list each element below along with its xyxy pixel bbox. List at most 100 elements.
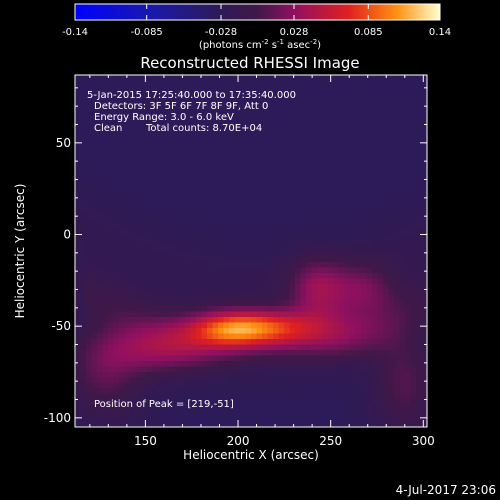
heatmap-cell — [388, 245, 395, 252]
heatmap-cell — [135, 207, 142, 213]
heatmap-cell — [196, 311, 202, 318]
heatmap-cell — [229, 289, 235, 296]
heatmap-cell — [229, 86, 235, 92]
heatmap-cell — [306, 91, 312, 98]
heatmap-cell — [421, 311, 428, 318]
heatmap-cell — [212, 207, 219, 213]
heatmap-cell — [405, 399, 411, 406]
heatmap-cell — [86, 333, 92, 340]
heatmap-cell — [245, 157, 252, 164]
heatmap-cell — [339, 278, 345, 285]
heatmap-cell — [135, 278, 142, 285]
heatmap-cell — [405, 190, 411, 197]
heatmap-cell — [97, 262, 103, 268]
heatmap-cell — [289, 333, 296, 340]
heatmap-cell — [113, 421, 120, 428]
heatmap-cell — [141, 372, 147, 378]
heatmap-cell — [377, 130, 384, 136]
heatmap-cell — [174, 168, 180, 175]
heatmap-cell — [278, 267, 285, 274]
heatmap-cell — [311, 421, 318, 428]
heatmap-cell — [278, 135, 285, 142]
heatmap-cell — [284, 333, 290, 340]
heatmap-cell — [91, 108, 98, 114]
heatmap-cell — [75, 410, 81, 417]
heatmap-cell — [262, 306, 268, 312]
heatmap-cell — [295, 102, 301, 109]
heatmap-cell — [179, 196, 186, 202]
heatmap-cell — [388, 295, 395, 301]
heatmap-cell — [152, 284, 158, 290]
heatmap-cell — [289, 416, 296, 422]
heatmap-cell — [119, 185, 125, 191]
heatmap-cell — [361, 141, 367, 147]
heatmap-cell — [383, 218, 389, 224]
heatmap-cell — [278, 372, 285, 378]
heatmap-cell — [190, 130, 197, 136]
heatmap-cell — [97, 179, 103, 186]
heatmap-cell — [201, 108, 208, 114]
heatmap-cell — [405, 394, 411, 400]
heatmap-cell — [328, 218, 334, 224]
heatmap-cell — [388, 311, 395, 318]
heatmap-cell — [91, 146, 98, 153]
heatmap-cell — [421, 80, 428, 87]
heatmap-cell — [339, 306, 345, 312]
heatmap-cell — [256, 410, 263, 417]
heatmap-cell — [135, 262, 142, 268]
heatmap-cell — [388, 163, 395, 169]
heatmap-cell — [394, 410, 400, 417]
heatmap-cell — [113, 102, 120, 109]
heatmap-cell — [86, 361, 92, 367]
heatmap-cell — [317, 262, 323, 268]
heatmap-cell — [399, 108, 406, 114]
heatmap-cell — [267, 355, 274, 362]
heatmap-cell — [130, 306, 136, 312]
heatmap-cell — [311, 311, 318, 318]
heatmap-cell — [284, 399, 290, 406]
heatmap-cell — [273, 278, 279, 285]
heatmap-cell — [344, 333, 351, 340]
heatmap-cell — [97, 306, 103, 312]
heatmap-cell — [344, 256, 351, 263]
heatmap-cell — [146, 333, 153, 340]
heatmap-cell — [377, 339, 384, 345]
heatmap-cell — [119, 212, 125, 219]
heatmap-cell — [300, 190, 307, 197]
heatmap-cell — [394, 366, 400, 373]
heatmap-cell — [240, 388, 246, 395]
heatmap-cell — [190, 124, 197, 131]
heatmap-cell — [273, 306, 279, 312]
heatmap-cell — [388, 251, 395, 257]
heatmap-cell — [168, 300, 175, 307]
heatmap-cell — [157, 234, 164, 241]
heatmap-cell — [207, 207, 213, 213]
heatmap-cell — [289, 234, 296, 241]
heatmap-cell — [75, 388, 81, 395]
heatmap-cell — [234, 394, 241, 400]
heatmap-cell — [240, 421, 246, 428]
heatmap-cell — [251, 295, 257, 301]
heatmap-cell — [229, 168, 235, 175]
heatmap-cell — [410, 223, 417, 230]
heatmap-cell — [300, 311, 307, 318]
heatmap-cell — [421, 366, 428, 373]
heatmap-cell — [416, 306, 422, 312]
heatmap-cell — [295, 168, 301, 175]
heatmap-cell — [130, 174, 136, 180]
heatmap-cell — [355, 344, 362, 351]
heatmap-cell — [108, 218, 114, 224]
heatmap-cell — [295, 97, 301, 103]
heatmap-cell — [223, 350, 230, 356]
heatmap-cell — [97, 289, 103, 296]
heatmap-cell — [350, 383, 356, 389]
heatmap-cell — [130, 377, 136, 384]
heatmap-cell — [377, 361, 384, 367]
heatmap-cell — [361, 168, 367, 175]
heatmap-cell — [405, 256, 411, 263]
heatmap-cell — [229, 273, 235, 279]
heatmap-cell — [179, 124, 186, 131]
heatmap-cell — [185, 108, 191, 114]
heatmap-cell — [212, 113, 219, 120]
heatmap-cell — [350, 410, 356, 417]
